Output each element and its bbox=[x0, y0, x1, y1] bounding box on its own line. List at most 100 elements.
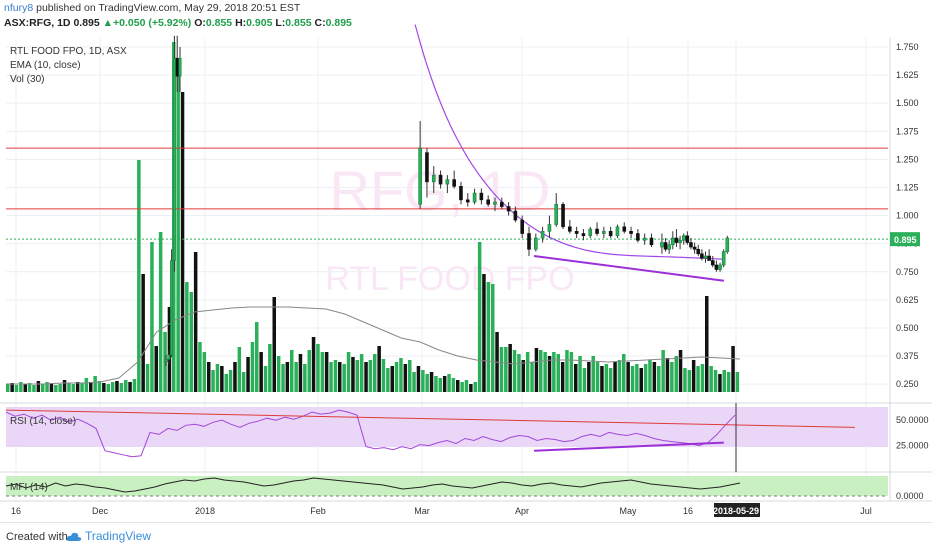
candle-body bbox=[534, 237, 538, 250]
candle-body bbox=[615, 226, 620, 237]
candle-body bbox=[622, 226, 627, 232]
volume-bar bbox=[735, 372, 740, 392]
axes: 1.7501.6251.5001.3751.2501.1251.0000.875… bbox=[11, 42, 929, 517]
volume-bar bbox=[661, 350, 665, 392]
volume-bar bbox=[525, 352, 530, 392]
symbol-label[interactable]: ASX:RFG, 1D bbox=[4, 17, 71, 29]
volume-bar bbox=[473, 382, 477, 392]
candle-body bbox=[499, 201, 504, 207]
volume-bar bbox=[582, 368, 587, 392]
candle-body bbox=[581, 233, 586, 237]
volume-bar bbox=[58, 384, 62, 392]
candle-body bbox=[554, 204, 559, 225]
high-label: H: bbox=[235, 17, 247, 29]
close-value: 0.895 bbox=[325, 17, 352, 29]
volume-bar bbox=[491, 284, 495, 392]
ema-line bbox=[414, 24, 724, 260]
tradingview-logo[interactable]: TradingView bbox=[66, 529, 151, 543]
volume-bar bbox=[731, 346, 735, 392]
candle-body bbox=[568, 226, 572, 232]
volume-bar bbox=[338, 362, 342, 392]
legend-ema[interactable]: EMA (10, close) bbox=[10, 60, 81, 71]
candle-body bbox=[649, 237, 654, 246]
time-tick-label: 16 bbox=[683, 506, 693, 516]
change-arrow-icon: ▲ bbox=[102, 17, 114, 29]
volume-bar bbox=[635, 364, 639, 392]
candle-body bbox=[167, 354, 171, 360]
volume-bar bbox=[67, 383, 71, 392]
volume-bar bbox=[718, 374, 722, 392]
volume-bar bbox=[150, 242, 154, 392]
publisher-user[interactable]: nfury8 bbox=[4, 2, 34, 14]
price-tick-label: 1.250 bbox=[896, 154, 919, 164]
legend-mfi[interactable]: MFI (14) bbox=[10, 482, 48, 493]
candle-body bbox=[714, 264, 719, 270]
candle-body bbox=[663, 242, 668, 250]
volume-bar bbox=[27, 383, 32, 392]
candle-body bbox=[438, 174, 443, 185]
candle-body bbox=[574, 230, 579, 234]
volume-bar bbox=[185, 282, 189, 392]
volume-bar bbox=[137, 160, 141, 392]
price-chart[interactable]: RFG, 1D RTL FOOD FPO 1.750 1.625 1.500 1.37… bbox=[0, 0, 932, 522]
trend-lines bbox=[5, 255, 856, 472]
volume-bar bbox=[62, 380, 67, 392]
current-price-tag-text: 0.895 bbox=[894, 235, 917, 245]
legend-title[interactable]: RTL FOOD FPO, 1D, ASX bbox=[10, 46, 127, 57]
volume-bar bbox=[342, 364, 346, 392]
volume-bar bbox=[36, 381, 41, 392]
volume-bar bbox=[19, 382, 23, 392]
volume-bar bbox=[696, 366, 700, 392]
volume-bar bbox=[176, 72, 180, 392]
volume-bar bbox=[608, 368, 613, 392]
volume-bar bbox=[451, 378, 456, 392]
rsi-tick-label: 25.0000 bbox=[896, 441, 929, 451]
candle-body bbox=[629, 230, 633, 234]
volume-bar bbox=[368, 360, 373, 392]
volume-bar bbox=[547, 356, 552, 392]
volume-bar bbox=[460, 382, 464, 392]
time-tick-label: Dec bbox=[92, 506, 109, 516]
volume-bar bbox=[569, 352, 574, 392]
volume-bar bbox=[687, 370, 692, 392]
volume-bar bbox=[539, 350, 543, 392]
volume-bar bbox=[639, 368, 643, 392]
volume-bar bbox=[320, 352, 325, 392]
legend-vol[interactable]: Vol (30) bbox=[10, 74, 45, 85]
volume-bar bbox=[89, 382, 93, 392]
volume-bar bbox=[543, 352, 547, 392]
time-tick-label: Apr bbox=[515, 506, 529, 516]
volume-bar bbox=[93, 376, 97, 392]
volume-bar bbox=[128, 382, 132, 392]
last-price: 0.895 bbox=[73, 17, 100, 29]
legend-rsi[interactable]: RSI (14, close) bbox=[10, 416, 77, 427]
volume-bar bbox=[255, 322, 259, 392]
candle-body bbox=[459, 186, 463, 201]
volume-bar bbox=[534, 348, 539, 392]
volume-bar bbox=[316, 344, 320, 392]
volume-bar bbox=[110, 382, 115, 392]
volume-bar bbox=[272, 297, 276, 392]
candle-body bbox=[674, 237, 679, 243]
volume-bar bbox=[124, 380, 128, 392]
volume-bar bbox=[237, 347, 242, 392]
candle-body bbox=[172, 57, 176, 261]
volume-bar bbox=[263, 366, 268, 392]
volume-bar bbox=[674, 356, 678, 392]
volume-bar bbox=[377, 346, 381, 392]
candle-body bbox=[472, 192, 477, 203]
volume-bar bbox=[390, 366, 394, 392]
candle-body bbox=[431, 174, 436, 183]
volume-bar bbox=[499, 347, 504, 392]
time-tick-label: May bbox=[619, 506, 637, 516]
volume-bar bbox=[102, 383, 106, 392]
volume-bar bbox=[394, 362, 399, 392]
volume-bar bbox=[119, 383, 124, 392]
candle-body bbox=[506, 206, 511, 212]
volume-bar bbox=[429, 372, 434, 392]
volume-bar bbox=[469, 384, 473, 392]
mfi-line bbox=[5, 477, 741, 493]
volume-bar bbox=[311, 337, 316, 392]
volume-bar bbox=[508, 344, 512, 392]
volume-bar bbox=[709, 366, 713, 392]
